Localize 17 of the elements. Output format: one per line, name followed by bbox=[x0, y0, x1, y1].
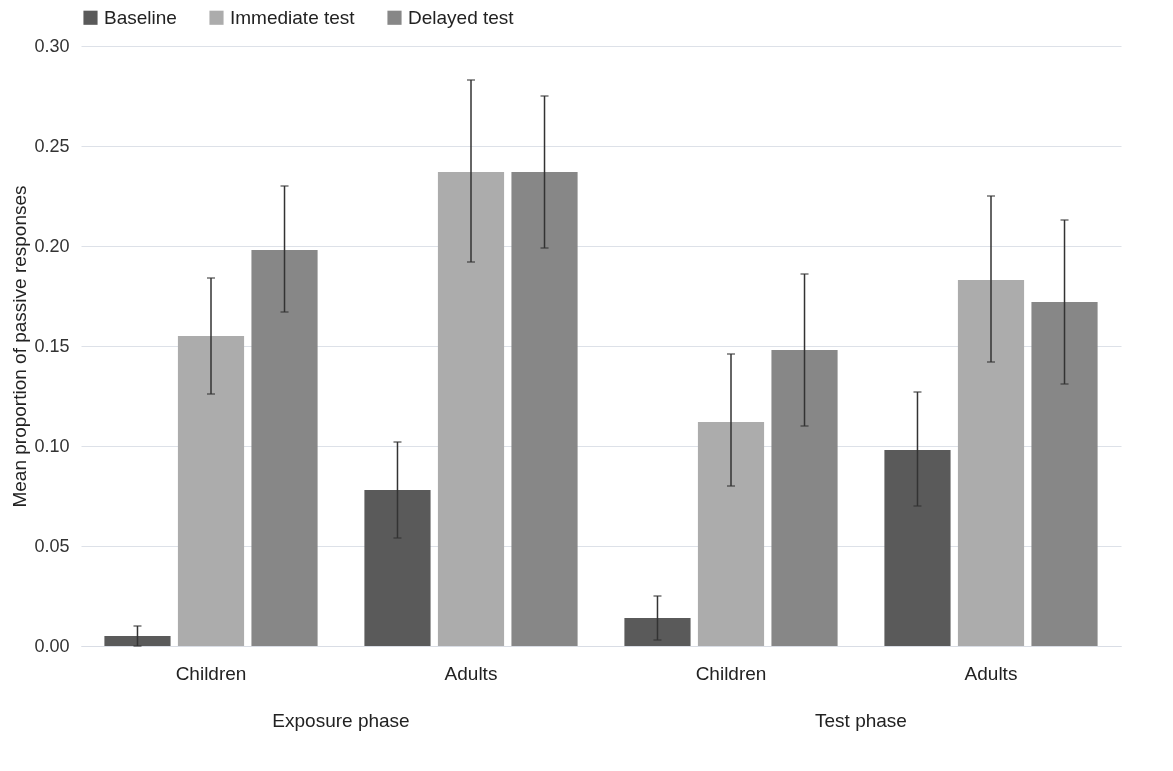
legend-label: Delayed test bbox=[408, 6, 515, 28]
y-axis-title: Mean proportion of passive responses bbox=[9, 185, 31, 508]
text: Test phase bbox=[815, 710, 907, 731]
y-tick-label: 0.00 bbox=[34, 635, 70, 656]
y-tick-label: 0.25 bbox=[34, 135, 70, 156]
x-tick-label: Children bbox=[175, 662, 247, 684]
y-tick-label: 0.30 bbox=[34, 35, 70, 56]
y-tick-label: 0.15 bbox=[34, 335, 70, 356]
y-tick-label: 0.20 bbox=[34, 235, 70, 256]
y-tick-label: 0.05 bbox=[34, 535, 70, 556]
legend-label: Immediate test bbox=[230, 6, 356, 28]
legend-label: Baseline bbox=[104, 6, 177, 28]
text: Exposure phase bbox=[272, 710, 410, 731]
x-tick-label: Adults bbox=[444, 662, 498, 684]
x-tick-label: Adults bbox=[964, 662, 1018, 684]
y-tick-label: 0.10 bbox=[34, 435, 70, 456]
x-tick-label: Children bbox=[695, 662, 767, 684]
